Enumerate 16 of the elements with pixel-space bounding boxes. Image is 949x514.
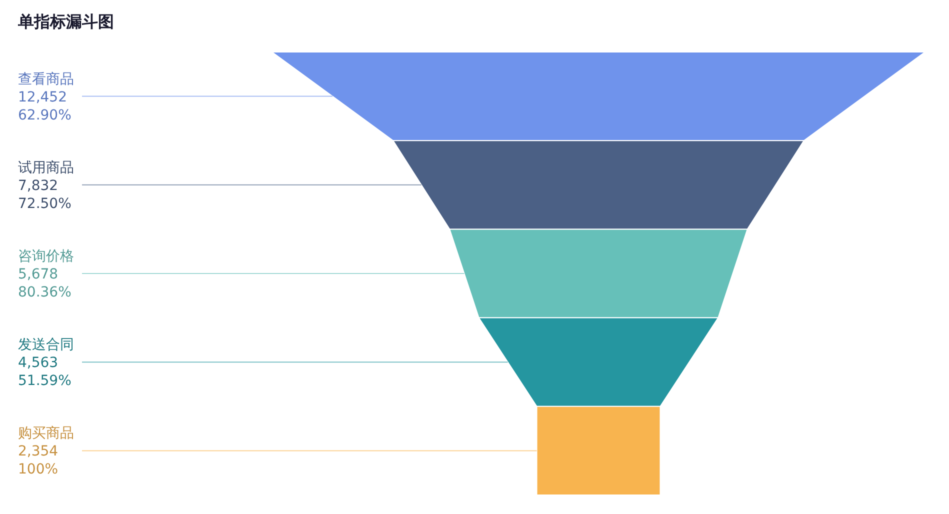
- text: 51.59%: [18, 373, 72, 390]
- data-label: 2,354: [18, 444, 58, 460]
- data-label: 7,832: [18, 178, 58, 194]
- text: 62.90%: [18, 107, 72, 124]
- category-label: 发送合同: [18, 337, 74, 354]
- data-label: 4,563: [18, 355, 58, 372]
- data-label: 12,452: [18, 89, 67, 106]
- text: 100%: [18, 462, 58, 478]
- data-label: 5,678: [18, 266, 58, 282]
- category-label: 试用商品: [18, 160, 74, 176]
- category-label: 咨询价格: [18, 248, 74, 264]
- category-label: 查看商品: [18, 71, 74, 88]
- text: 80.36%: [18, 284, 72, 300]
- text: 单指标漏斗图: [18, 12, 114, 33]
- category-label: 购买商品: [18, 426, 74, 442]
- text: 72.50%: [18, 196, 72, 212]
